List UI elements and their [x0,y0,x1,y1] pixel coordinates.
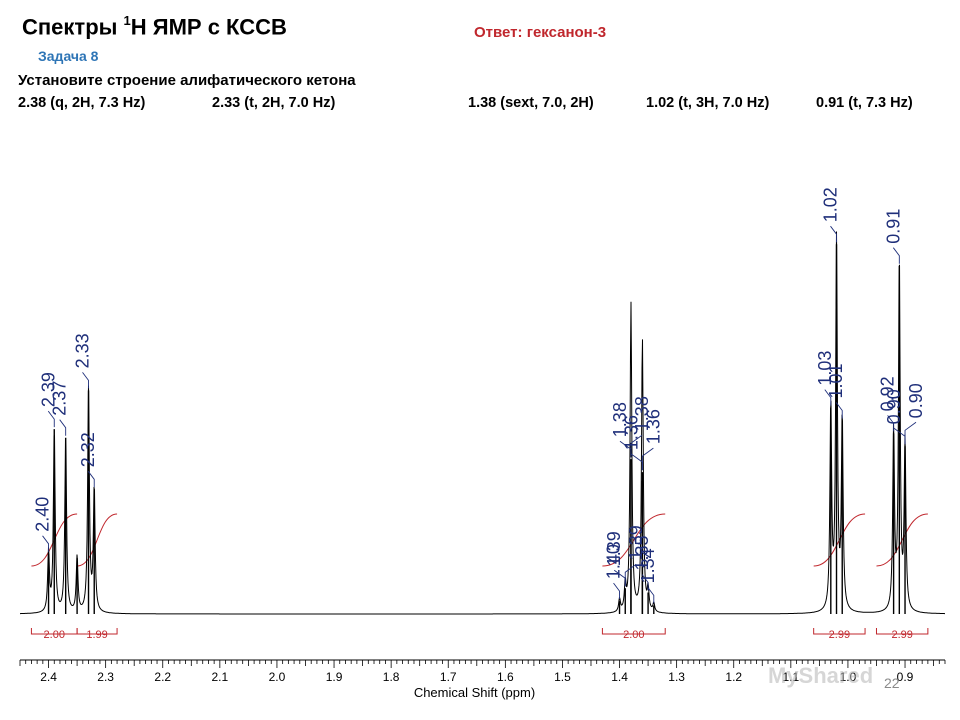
peak-label-group: 2.40 2.392.372.33 2.32 1.401.39 1.39 1.38 1.38… [33,187,926,604]
peak-leader-2-40 [42,535,49,552]
watermark: MyShared [768,663,874,688]
data-line-0-91: 0.91 (t, 7.3 Hz) [816,95,913,111]
page-number: 22 [884,675,900,691]
spectrum-trace [20,231,945,615]
data-line-2-33: 2.33 (t, 2H, 7.0 Hz) [212,95,336,111]
peak-leader-1-01 [835,402,843,419]
peak-label-1-39: 1.39 [626,525,646,560]
x-tick-label: 1.5 [554,670,571,684]
peak-label-2-32: 2.32 [78,432,98,467]
peak-label-0-91: 0.91 [883,209,903,244]
x-tick-label: 2.0 [269,670,286,684]
integral-bracket-1 [76,628,118,635]
peak-leader-2-39 [47,410,55,428]
peak-leader-1-40 [613,582,620,600]
spectrum-group [20,231,945,615]
peak-label-1-35: 1.35 [632,535,652,570]
integral-curve-1 [77,513,118,567]
integral-value-0: 2.00 [44,629,65,641]
peak-label-1-39: 1.39 [604,531,624,566]
peak-label-1-38: 1.38 [632,396,652,431]
peak-leader-1-36 [631,453,643,471]
x-tick-label: 1.6 [497,670,514,684]
x-tick-label: 1.9 [326,670,343,684]
peak-label-0-90: 0.90 [906,383,926,418]
x-tick-label: 2.3 [97,670,114,684]
integral-group: 2.00 1.99 2.00 2.99 2.99 [30,513,929,641]
x-tick-label: 1.8 [383,670,400,684]
page-title: Спектры 1Н ЯМР с КССВ [22,13,287,40]
x-tick-label: 2.1 [212,670,229,684]
x-tick-label: 1.1 [782,670,799,684]
peak-label-1-36: 1.36 [621,415,641,450]
x-tick-label: 2.4 [40,670,57,684]
peak-leader-0-91 [892,247,900,264]
peak-label-1-40: 1.40 [604,544,624,579]
peak-label-2-39: 2.39 [38,372,58,407]
peak-label-1-34: 1.34 [638,548,658,583]
peak-leader-1-36 [641,447,654,471]
integral-value-1: 1.99 [86,629,107,641]
peak-leader-2-37 [59,419,67,436]
peak-label-2-37: 2.37 [50,381,70,416]
peak-label-2-40: 2.40 [33,497,53,532]
answer-text: Ответ: гексанон-3 [474,24,607,41]
peak-leader-0-90 [904,421,917,445]
data-line-1-38: 1.38 (sext, 7.0, 2H) [468,95,594,111]
peak-leader-1-34 [647,587,655,604]
peak-label-1-02: 1.02 [821,187,841,222]
x-tick-label: 0.9 [897,670,914,684]
peak-leader-1-02 [830,225,837,243]
x-tick-label: 1.7 [440,670,457,684]
x-tick-label: 1.0 [840,670,857,684]
peak-leader-0-92 [887,415,895,432]
peak-leader-1-39 [624,563,637,587]
peak-leader-2-33 [82,372,89,389]
x-axis: 2.4 2.3 2.2 2.1 2.0 1.9 1.8 1.7 1.6 1.5 1.4 1.3 1.2 1… [19,659,946,684]
x-axis-label: Chemical Shift (ppm) [414,685,535,700]
x-tick-label: 1.2 [725,670,742,684]
integral-value-2: 2.00 [623,629,644,641]
peak-leader-1-38 [630,434,643,458]
data-line-1-02: 1.02 (t, 3H, 7.0 Hz) [646,95,770,111]
peak-label-0-92: 0.92 [878,376,898,411]
integral-value-4: 2.99 [891,629,912,641]
integral-curve-2 [602,513,666,567]
peak-label-1-03: 1.03 [815,351,835,386]
task-label: Задача 8 [38,48,99,64]
x-tick-label: 1.3 [668,670,685,684]
peak-label-1-36: 1.36 [643,409,663,444]
x-tick-label: 2.2 [154,670,171,684]
peak-label-1-38: 1.38 [610,402,630,437]
peak-leader-1-03 [824,389,832,406]
integral-bracket-4 [875,628,929,635]
integral-bracket-3 [813,628,866,635]
integral-bracket-2 [601,628,666,635]
data-line-2-38: 2.38 (q, 2H, 7.3 Hz) [18,95,146,111]
peak-leader-2-32 [87,471,95,488]
integral-value-3: 2.99 [829,629,850,641]
peak-label-2-33: 2.33 [73,333,93,368]
peak-label-1-01: 1.01 [826,363,846,398]
peak-label-0-90: 0.90 [884,389,904,424]
instruction-text: Установите строение алифатического кетон… [18,72,356,89]
x-tick-label: 1.4 [611,670,628,684]
